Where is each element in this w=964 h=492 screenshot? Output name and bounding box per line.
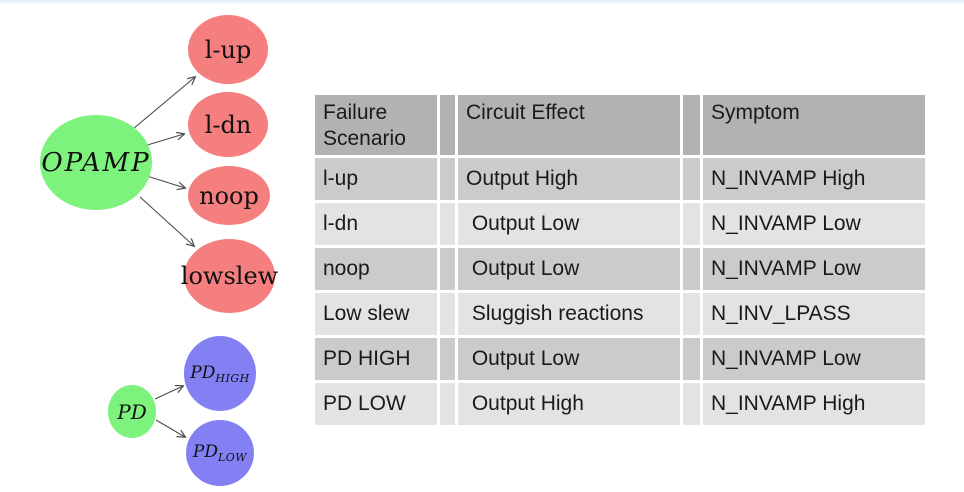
table-row: l-up Output High N_INVAMP High <box>315 158 925 200</box>
cell-effect: Output High <box>458 158 680 200</box>
cell-spacer <box>683 158 700 200</box>
node-lowslew-label: lowslew <box>180 262 279 290</box>
cell-scenario: PD HIGH <box>315 338 437 380</box>
header-spacer-1 <box>440 95 455 155</box>
table-row: PD HIGH Output Low N_INVAMP Low <box>315 338 925 380</box>
table-row: noop Output Low N_INVAMP Low <box>315 248 925 290</box>
table-row: Low slew Sluggish reactions N_INV_LPASS <box>315 293 925 335</box>
cell-spacer <box>683 248 700 290</box>
cell-spacer <box>683 293 700 335</box>
cell-spacer <box>683 383 700 425</box>
table-header-row: Failure Scenario Circuit Effect Symptom <box>315 95 925 155</box>
cell-symptom: N_INVAMP Low <box>703 338 925 380</box>
cell-effect: Output Low <box>458 338 680 380</box>
failure-table: Failure Scenario Circuit Effect Symptom … <box>312 92 928 428</box>
cell-spacer <box>440 338 455 380</box>
cell-spacer <box>440 248 455 290</box>
node-pd-low: PDLOW <box>186 420 254 486</box>
col-header-symptom: Symptom <box>703 95 925 155</box>
cell-effect: Output High <box>458 383 680 425</box>
node-pd-label: PD <box>117 399 147 424</box>
node-noop: noop <box>188 166 270 225</box>
node-l-up: l-up <box>188 15 268 84</box>
cell-symptom: N_INVAMP Low <box>703 248 925 290</box>
node-opamp-label: OPAMP <box>41 147 151 178</box>
fault-tree-diagram: OPAMP l-up l-dn noop lowslew PD PDHIGH P… <box>0 0 320 492</box>
arrow-opamp-to-noop <box>146 175 185 188</box>
node-l-dn-label: l-dn <box>204 110 252 139</box>
cell-symptom: N_INVAMP Low <box>703 203 925 245</box>
arrow-pd-to-pdlow <box>155 419 185 437</box>
node-pd-low-label: PDLOW <box>192 442 248 464</box>
node-pd-high: PDHIGH <box>184 336 256 411</box>
arrow-opamp-to-lup <box>132 77 195 130</box>
node-pd-high-label: PDHIGH <box>190 362 250 385</box>
cell-effect: Output Low <box>458 203 680 245</box>
arrow-opamp-to-lowslew <box>139 196 194 246</box>
diagram-arrows <box>132 0 320 492</box>
cell-spacer <box>440 203 455 245</box>
col-header-circuit-effect: Circuit Effect <box>458 95 680 155</box>
cell-symptom: N_INV_LPASS <box>703 293 925 335</box>
cell-spacer <box>683 338 700 380</box>
cell-spacer <box>440 293 455 335</box>
top-edge-highlight <box>0 0 964 5</box>
cell-scenario: l-dn <box>315 203 437 245</box>
arrow-opamp-to-ldn <box>143 134 184 147</box>
cell-spacer <box>440 383 455 425</box>
cell-spacer <box>683 203 700 245</box>
node-opamp: OPAMP <box>40 115 152 210</box>
cell-effect: Sluggish reactions <box>458 293 680 335</box>
node-noop-label: noop <box>199 181 259 210</box>
table-row: PD LOW Output High N_INVAMP High <box>315 383 925 425</box>
table-row: l-dn Output Low N_INVAMP Low <box>315 203 925 245</box>
cell-symptom: N_INVAMP High <box>703 383 925 425</box>
arrow-pd-to-pdhigh <box>154 386 183 400</box>
cell-effect: Output Low <box>458 248 680 290</box>
cell-symptom: N_INVAMP High <box>703 158 925 200</box>
cell-scenario: noop <box>315 248 437 290</box>
header-spacer-2 <box>683 95 700 155</box>
node-pd: PD <box>108 385 156 438</box>
col-header-failure-scenario: Failure Scenario <box>315 95 437 155</box>
failure-table-wrap: Failure Scenario Circuit Effect Symptom … <box>312 92 928 428</box>
node-l-up-label: l-up <box>204 35 252 64</box>
cell-scenario: l-up <box>315 158 437 200</box>
cell-scenario: PD LOW <box>315 383 437 425</box>
cell-spacer <box>440 158 455 200</box>
node-l-dn: l-dn <box>188 92 268 157</box>
cell-scenario: Low slew <box>315 293 437 335</box>
node-lowslew: lowslew <box>180 239 279 313</box>
